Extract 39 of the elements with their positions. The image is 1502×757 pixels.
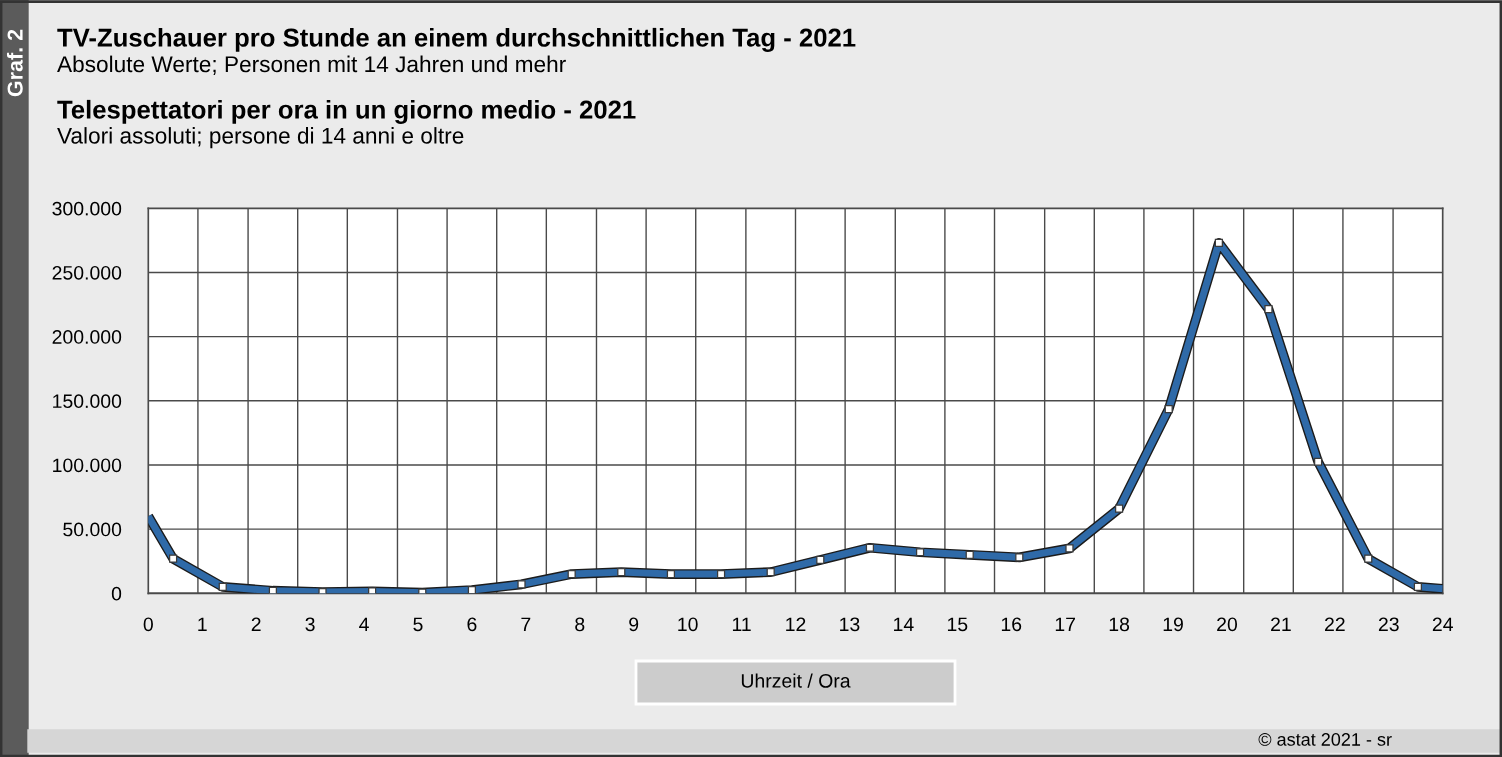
- x-tick-label: 3: [305, 617, 315, 632]
- x-tick-label: 15: [947, 617, 968, 632]
- y-tick-label: 0: [111, 586, 122, 601]
- x-tick-label: 5: [413, 617, 423, 632]
- y-tick-label: 50.000: [63, 522, 122, 537]
- x-tick-label: 21: [1271, 617, 1291, 631]
- x-tick-label: 1: [198, 617, 207, 631]
- x-tick-label: 19: [1163, 617, 1183, 632]
- text: © astat 2021 - sr: [1258, 733, 1392, 746]
- x-tick-label: 22: [1325, 617, 1345, 631]
- x-tick-label: 8: [575, 617, 585, 632]
- x-tick-label: 13: [840, 617, 860, 632]
- x-tick-label: 9: [629, 617, 639, 632]
- chart-subtitle: Absolute Werte; Personen mit 14 Jahren und mehr: [57, 55, 566, 75]
- text: Telespettatori per ora in un giorno medio - 2021: [57, 99, 636, 124]
- x-tick-label: 6: [467, 617, 477, 632]
- x-tick-label: 24: [1432, 617, 1453, 631]
- x-tick-label: 20: [1217, 617, 1238, 632]
- chart-title: TV-Zuschauer pro Stunde an einem durchschnittlichen Tag - 2021: [57, 27, 856, 52]
- x-tick-label: 4: [359, 617, 369, 631]
- y-tick-label: 300.000: [52, 201, 122, 216]
- y-tick-label: 100.000: [53, 458, 122, 473]
- y-tick-label: 150.000: [53, 394, 122, 409]
- x-tick-label: 12: [786, 617, 806, 631]
- x-tick-label: 7: [521, 617, 531, 631]
- text: Valori assoluti; persone di 14 anni e oltre: [57, 127, 464, 149]
- x-tick-label: 10: [678, 617, 698, 632]
- x-tick-label: 11: [732, 617, 751, 631]
- x-tick-label: 14: [894, 617, 914, 631]
- y-tick-label: 200.000: [52, 330, 122, 344]
- x-axis-title: Uhrzeit / Ora: [741, 673, 851, 688]
- x-tick-label: 2: [251, 617, 261, 631]
- y-tick-label: 250.000: [52, 265, 122, 280]
- x-tick-label: 16: [1001, 617, 1022, 632]
- x-tick-label: 17: [1055, 617, 1076, 631]
- x-tick-label: 23: [1378, 617, 1399, 632]
- text: Graf. 2: [6, 29, 23, 97]
- x-tick-label: 0: [143, 617, 153, 632]
- x-tick-label: 18: [1109, 617, 1130, 632]
